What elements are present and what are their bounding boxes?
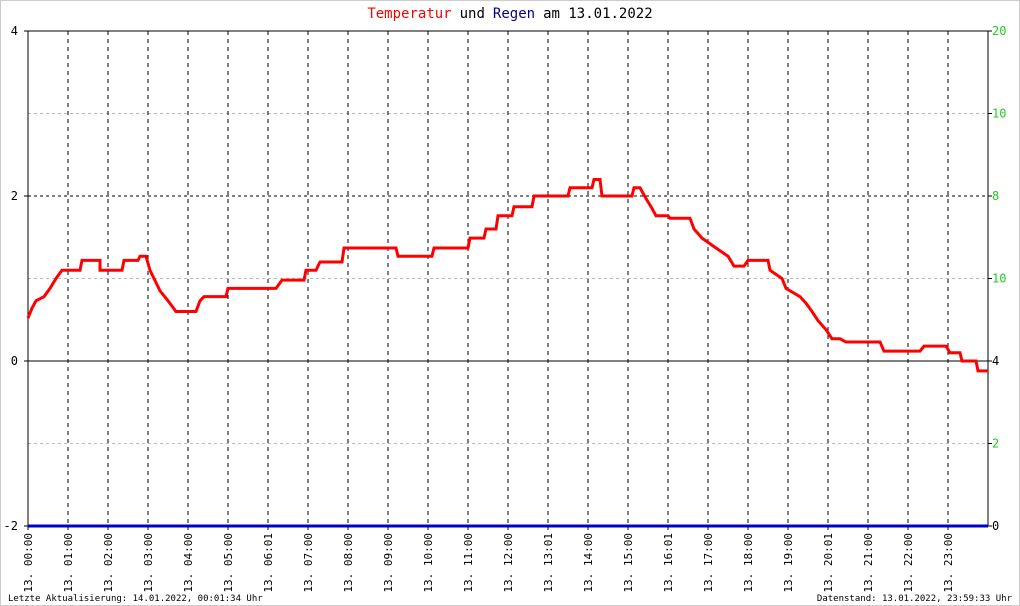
footer-right: Datenstand: 13.01.2022, 23:59:33 Uhr [817, 594, 1013, 604]
x-tick-label: 13. 20:01 [822, 533, 835, 593]
y-tick-label: 2 [11, 189, 18, 203]
y2-tick-label: 2 [992, 437, 999, 451]
x-tick-label: 13. 23:00 [942, 533, 955, 593]
title-part: Regen [493, 6, 535, 22]
x-tick-label: 13. 02:00 [102, 533, 115, 593]
x-tick-label: 13. 22:00 [902, 533, 915, 593]
x-tick-label: 13. 14:00 [582, 533, 595, 593]
chart-title: Temperatur und Regen am 13.01.2022 [367, 6, 652, 22]
x-tick-label: 13. 21:00 [862, 533, 875, 593]
x-tick-label: 13. 15:00 [622, 533, 635, 593]
x-tick-label: 13. 06:01 [262, 533, 275, 593]
x-tick-label: 13. 08:00 [342, 533, 355, 593]
y2-tick-label: 8 [992, 189, 999, 203]
x-tick-label: 13. 03:00 [142, 533, 155, 593]
y-tick-label: 0 [11, 354, 18, 368]
x-tick-label: 13. 07:00 [302, 533, 315, 593]
x-tick-label: 13. 10:00 [422, 533, 435, 593]
x-tick-label: 13. 18:00 [742, 533, 755, 593]
x-tick-label: 13. 13:01 [542, 533, 555, 593]
x-tick-label: 13. 17:00 [702, 533, 715, 593]
y2-tick-label: 20 [992, 24, 1006, 38]
y2-tick-label: 10 [992, 272, 1006, 286]
footer-left: Letzte Aktualisierung: 14.01.2022, 00:01… [8, 594, 263, 604]
series-line [26, 178, 988, 373]
x-tick-label: 13. 01:00 [62, 533, 75, 593]
title-part: am 13.01.2022 [543, 6, 653, 22]
y2-tick-label: 10 [992, 107, 1006, 121]
y-tick-label: 4 [11, 24, 18, 38]
y2-tick-label: 0 [992, 519, 999, 533]
x-tick-label: 13. 12:00 [502, 533, 515, 593]
x-tick-label: 13. 00:00 [22, 533, 35, 593]
title-part: und [460, 6, 485, 22]
x-tick-label: 13. 09:00 [382, 533, 395, 593]
x-tick-label: 13. 19:00 [782, 533, 795, 593]
y2-tick-label: 4 [992, 354, 999, 368]
x-tick-label: 13. 16:01 [662, 533, 675, 593]
x-tick-label: 13. 04:00 [182, 533, 195, 593]
x-tick-label: 13. 05:00 [222, 533, 235, 593]
title-part: Temperatur [367, 6, 451, 22]
y-tick-label: -2 [4, 519, 18, 533]
x-tick-label: 13. 11:00 [462, 533, 475, 593]
